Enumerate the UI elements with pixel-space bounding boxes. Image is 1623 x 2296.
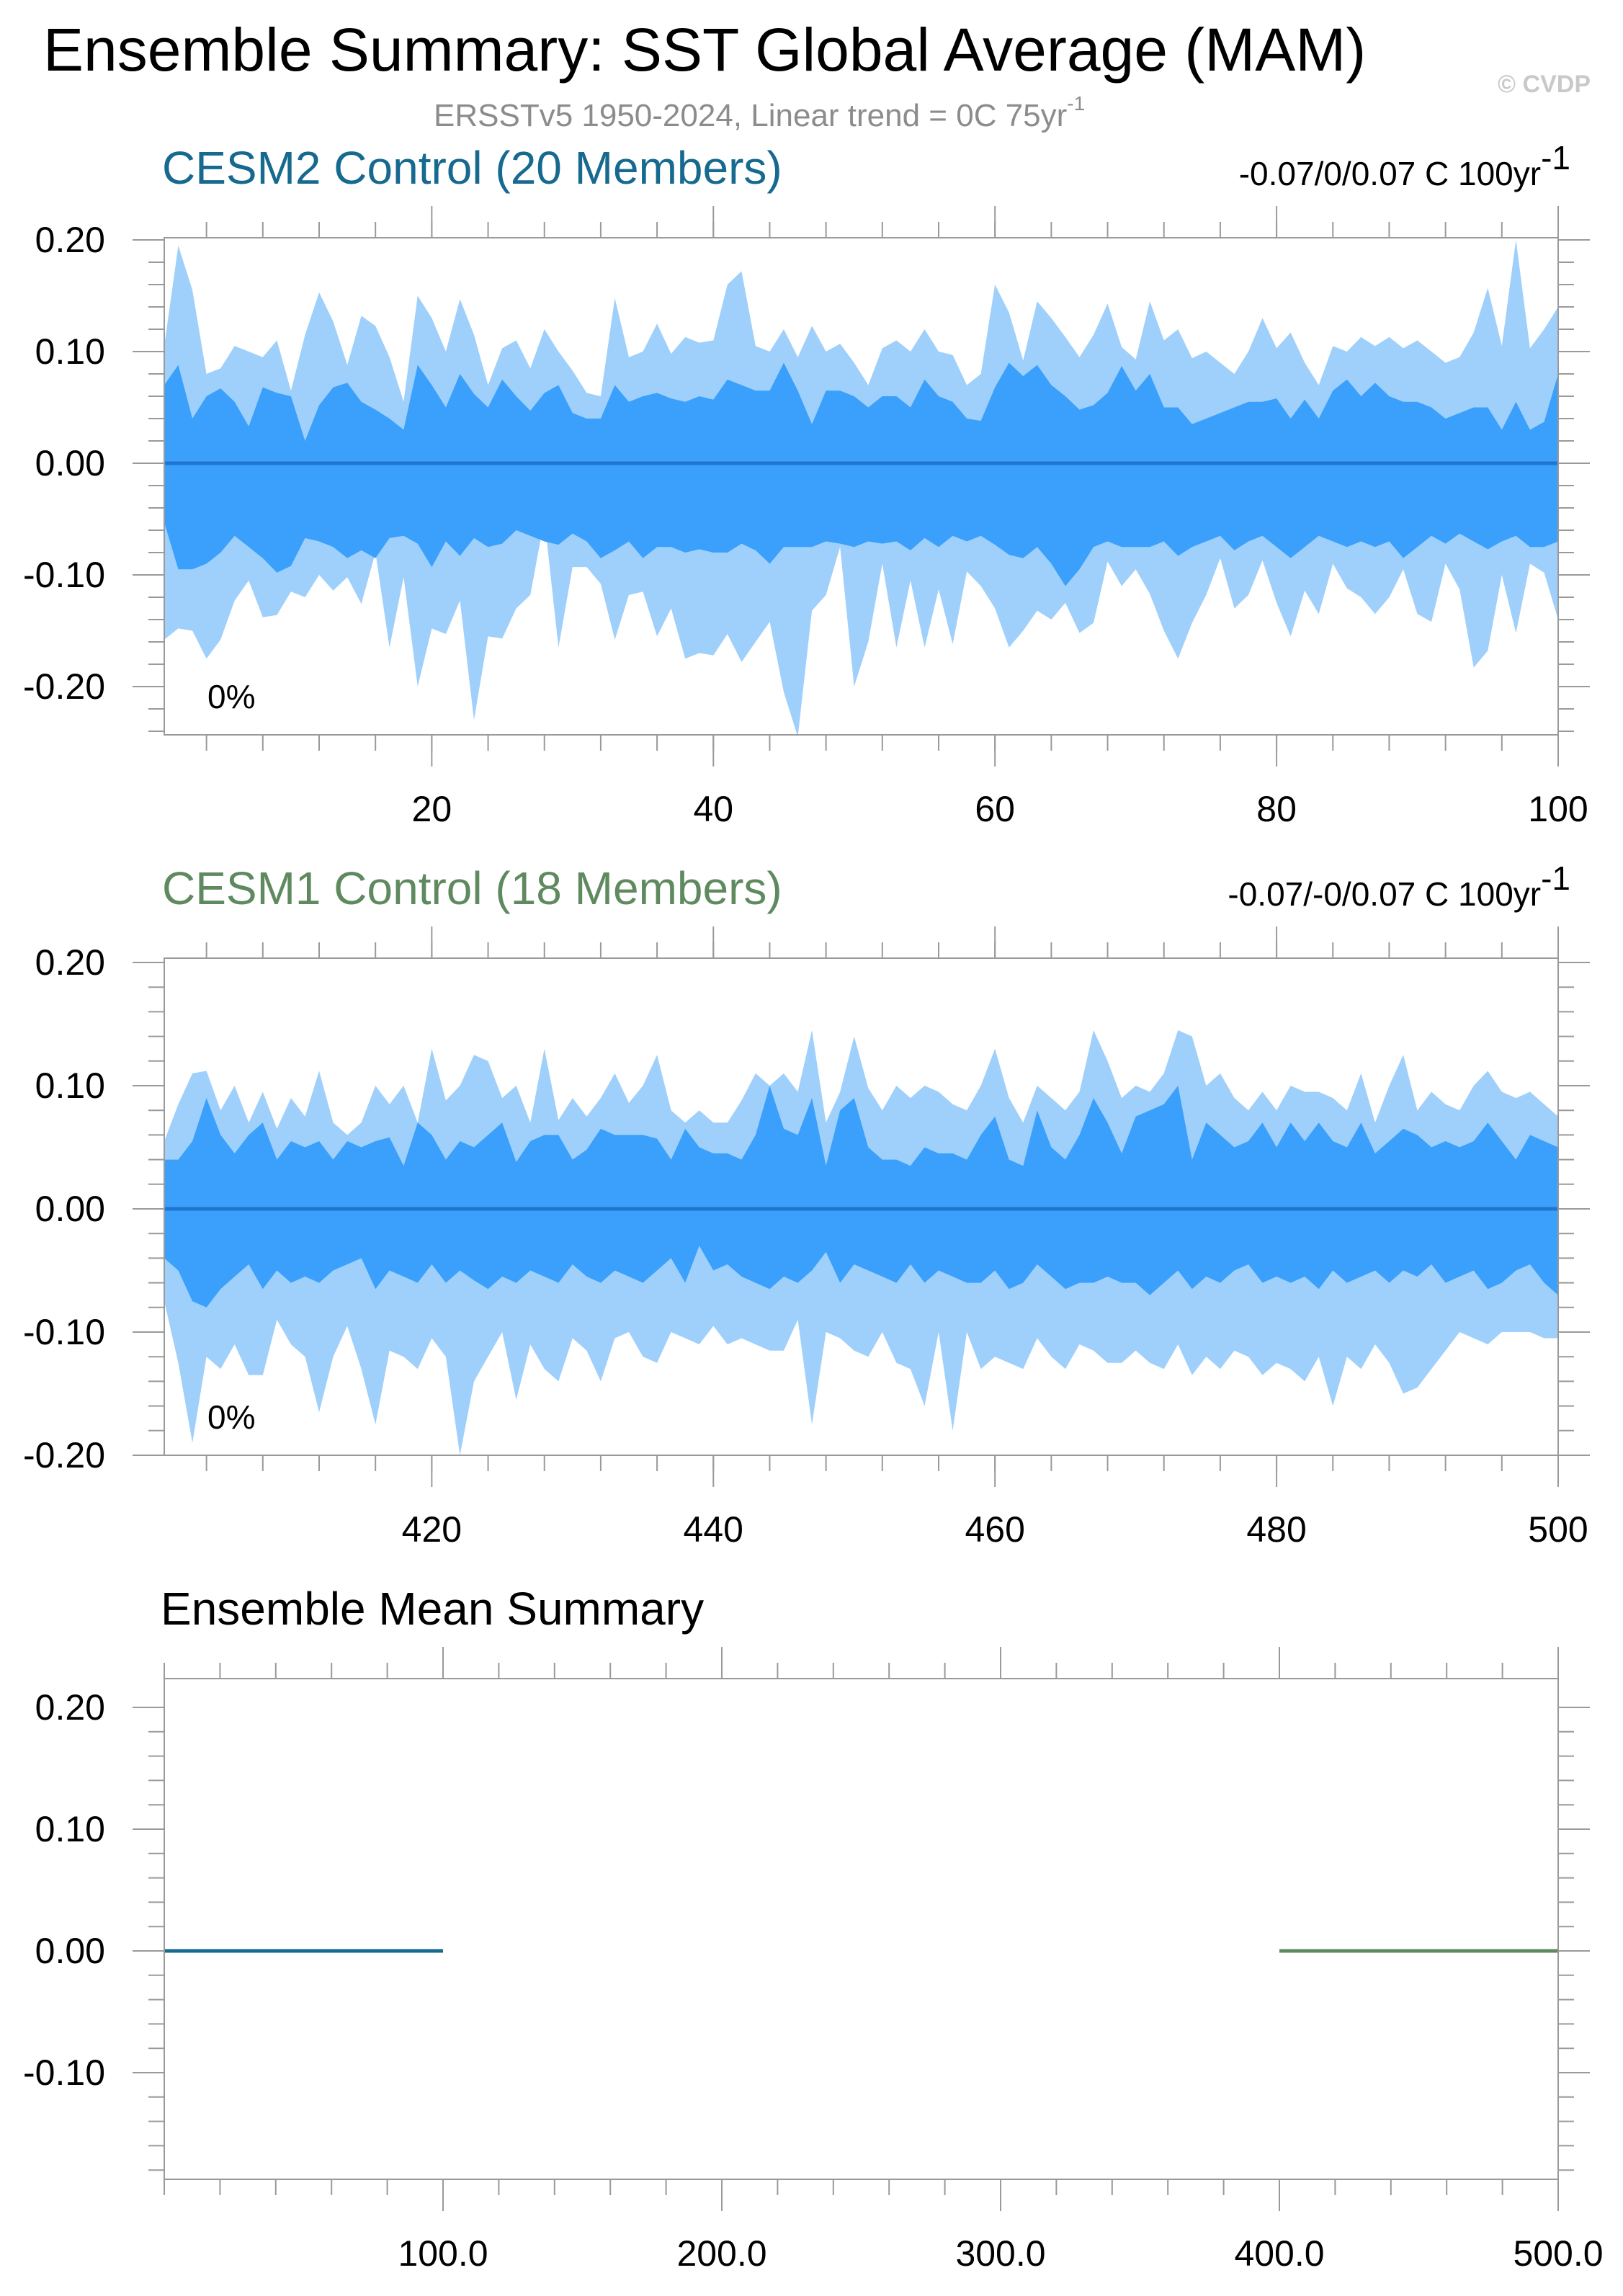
summary-ytick-label: -0.10 [23,2052,105,2093]
summary-xtick-label: 200.0 [676,2233,766,2274]
cesm1-ytick-label: -0.10 [23,1312,105,1352]
cesm2-xtick-label: 40 [693,789,733,829]
cesm1-xtick-label: 480 [1246,1509,1306,1550]
summary-xtick-label: 100.0 [398,2233,488,2274]
subtitle-superscript: -1 [1067,92,1085,115]
cesm1-ytick-label: -0.20 [23,1435,105,1475]
cesm1-ytick-label: 0.00 [35,1189,105,1229]
cesm1-inner-band [164,1086,1558,1308]
summary-ytick-label: 0.20 [35,1687,105,1728]
cesm1-xtick-label: 500 [1528,1509,1588,1550]
cesm1-trend-text: -0.07/-0/0.07 C 100yr-1 [1228,859,1570,913]
cesm2-plot-area: 0.20 0.10 0.00 -0.10 -0.20 20 40 60 80 100 [23,206,1590,829]
cesm2-trend-superscript: -1 [1541,139,1570,177]
cesm2-ytick-label: 0.00 [35,443,105,483]
cesm1-panel: CESM1 Control (18 Members) -0.07/-0/0.07… [23,859,1590,1550]
figure-subtitle: ERSSTv5 1950-2024, Linear trend = 0C 75y… [434,92,1085,133]
cesm2-xtick-label: 20 [412,789,452,829]
summary-panel: Ensemble Mean Summary 0.20 0.10 0.00 -0.10 1… [23,1583,1604,2274]
cesm2-panel-title: CESM2 Control (20 Members) [162,142,782,194]
copyright-mark: © CVDP [1498,71,1591,98]
cesm1-ytick-label: 0.20 [35,942,105,983]
cesm1-frame [164,957,1559,1456]
cesm1-trend-superscript: -1 [1541,859,1570,897]
cesm1-percent-annotation: 0% [207,1398,255,1436]
summary-ytick-label: 0.10 [35,1809,105,1849]
cesm2-trend-value: -0.07/0/0.07 C 100yr [1239,155,1541,192]
cesm2-ytick-label: 0.20 [35,220,105,260]
summary-ytick-label: 0.00 [35,1931,105,1971]
subtitle-main: ERSSTv5 1950-2024, Linear trend = 0C 75y… [434,98,1067,133]
cesm2-xtick-label: 80 [1256,789,1297,829]
cesm2-inner-band [164,362,1558,586]
cesm2-trend-text: -0.07/0/0.07 C 100yr-1 [1239,139,1570,192]
summary-plot-area: 0.20 0.10 0.00 -0.10 100.0 200.0 300.0 400.0 500… [23,1647,1604,2274]
cesm2-xtick-label: 60 [975,789,1015,829]
summary-panel-title: Ensemble Mean Summary [161,1583,704,1635]
figure-title: Ensemble Summary: SST Global Average (MA… [43,16,1366,84]
cesm2-percent-annotation: 0% [207,678,255,715]
summary-xtick-label: 500.0 [1513,2233,1603,2274]
cesm1-ytick-label: 0.10 [35,1066,105,1106]
cesm1-xtick-label: 440 [684,1509,743,1550]
cesm1-trend-value: -0.07/-0/0.07 C 100yr [1228,875,1541,913]
summary-xtick-label: 300.0 [955,2233,1045,2274]
summary-frame [164,1678,1559,2180]
cesm2-ytick-label: -0.10 [23,555,105,595]
cesm2-ytick-label: -0.20 [23,666,105,707]
cesm2-ytick-label: 0.10 [35,331,105,372]
cesm1-panel-title: CESM1 Control (18 Members) [162,862,782,914]
cesm1-plot-area: 0.20 0.10 0.00 -0.10 -0.20 420 440 460 480 500 [23,926,1590,1550]
summary-xtick-label: 400.0 [1234,2233,1324,2274]
cesm1-xtick-label: 460 [965,1509,1024,1550]
cesm1-xtick-label: 420 [402,1509,462,1550]
cesm2-panel: CESM2 Control (20 Members) -0.07/0/0.07 … [23,139,1590,829]
cesm2-xtick-label: 100 [1528,789,1588,829]
